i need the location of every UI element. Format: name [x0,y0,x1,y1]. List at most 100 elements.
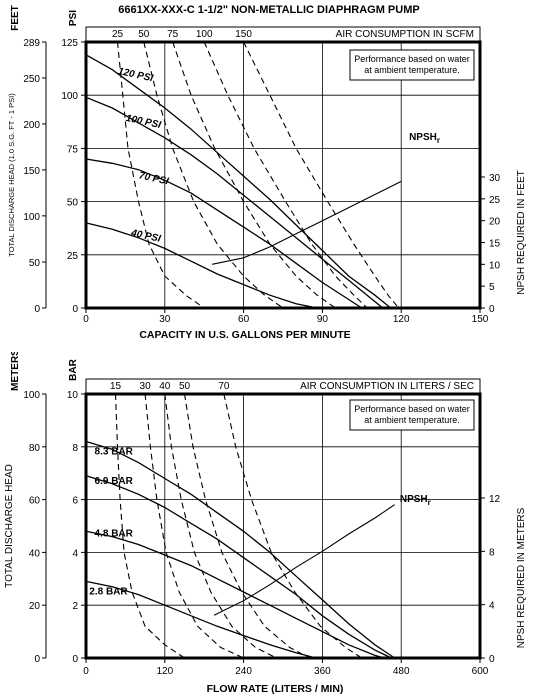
npsh-tick-label: 0 [489,654,495,665]
air-consumption-curve [203,41,368,309]
air-consumption-curve [114,393,185,659]
outer-tick-label: 289 [23,38,40,49]
air-tick-label: 30 [140,381,152,392]
y-tick-label: 10 [67,390,79,401]
npsh-curve [211,180,402,265]
x-tick-label: 0 [83,666,89,677]
x-tick-label: 600 [472,666,489,677]
y-unit-label: BAR [68,358,79,380]
outer-tick-label: 40 [29,548,41,559]
y-tick-label: 0 [72,654,78,665]
x-tick-label: 360 [314,666,331,677]
y-tick-label: 8 [72,443,78,454]
outer-tick-label: 100 [23,212,40,223]
plot-frame [84,40,482,310]
air-consumption-label: AIR CONSUMPTION IN SCFM [336,29,474,40]
note-line: Performance based on water [354,54,470,64]
pressure-curve [85,530,385,659]
npsh-tick-label: 4 [489,601,495,612]
x-tick-label: 120 [393,314,410,325]
pressure-curve-label: 120 PSI [117,66,154,84]
air-consumption-curve [144,393,244,659]
x-axis-label: FLOW RATE (LITERS / MIN) [207,683,344,695]
air-consumption-curve [183,393,310,659]
y-unit-label: PSI [68,10,79,26]
note-line: at ambient temperature. [364,415,460,425]
outer-tick-label: 250 [23,74,40,85]
pressure-curve [85,440,395,659]
outer-tick-label: 200 [23,120,40,131]
npsh-curve-label: NPSHr [400,494,431,507]
air-consumption-curve [143,41,284,309]
air-tick-label: 100 [196,29,213,40]
note-line: Performance based on water [354,404,470,414]
npsh-tick-label: 12 [489,494,501,505]
air-tick-label: 150 [235,29,252,40]
x-axis-label: CAPACITY IN U.S. GALLONS PER MINUTE [139,329,350,341]
y-tick-label: 100 [61,91,78,102]
air-consumption-curve [164,393,277,659]
outer-tick-label: 60 [29,496,41,507]
outer-unit-label: FEET [10,5,21,31]
air-tick-label: 25 [112,29,124,40]
npsh-tick-label: 15 [489,239,501,250]
outer-unit-label: METERS [10,352,21,391]
outer-tick-label: 20 [29,601,41,612]
x-tick-label: 120 [156,666,173,677]
pressure-curve [85,158,363,309]
npsh-curve-label: NPSHr [409,132,440,145]
outer-tick-label: 0 [34,304,40,315]
x-tick-label: 30 [159,314,171,325]
y-tick-label: 25 [67,251,79,262]
air-consumption-label: AIR CONSUMPTION IN LITERS / SEC [300,381,474,392]
air-consumption-curve [243,41,400,309]
outer-tick-label: 0 [34,654,40,665]
note-line: at ambient temperature. [364,65,460,75]
air-consumption-curve [172,41,336,309]
outer-tick-label: 50 [29,258,41,269]
npsh-tick-label: 25 [489,195,501,206]
outer-axis-label: TOTAL DISCHARGE HEAD (1.0 S.G. FT - 1 PS… [7,93,16,257]
pressure-curve-label: 8.3 BAR [95,447,134,458]
pressure-curve [85,54,392,309]
x-tick-label: 150 [472,314,489,325]
air-tick-label: 15 [110,381,122,392]
npsh-tick-label: 10 [489,260,501,271]
y-tick-label: 50 [67,198,79,209]
pressure-curve-label: 6.9 BAR [95,476,134,487]
outer-tick-label: 150 [23,166,40,177]
npsh-tick-label: 30 [489,173,501,184]
x-tick-label: 240 [235,666,252,677]
air-tick-label: 50 [138,29,150,40]
npsh-tick-label: 5 [489,282,495,293]
air-tick-label: 50 [179,381,191,392]
outer-tick-label: 100 [23,390,40,401]
x-tick-label: 0 [83,314,89,325]
outer-axis-label: TOTAL DISCHARGE HEAD [4,464,15,588]
y-tick-label: 125 [61,38,78,49]
outer-tick-label: 80 [29,443,41,454]
npsh-curve [213,504,395,616]
x-tick-label: 90 [317,314,329,325]
y-tick-label: 75 [67,144,79,155]
pressure-curve-label: 2.8 BAR [89,587,128,598]
x-tick-label: 60 [238,314,250,325]
air-tick-label: 40 [159,381,171,392]
y-tick-label: 4 [72,548,78,559]
air-tick-label: 75 [167,29,179,40]
pressure-curve [85,96,384,309]
pressure-curve-label: 100 PSI [125,113,162,131]
plot-frame [84,392,482,660]
pressure-curve [85,222,318,309]
y-tick-label: 2 [72,601,78,612]
air-consumption-curve [223,393,363,659]
pressure-curve-label: 4.8 BAR [95,529,134,540]
y-tick-label: 6 [72,496,78,507]
pressure-curve [85,475,392,659]
npsh-tick-label: 20 [489,217,501,228]
air-tick-label: 70 [218,381,230,392]
npsh-tick-label: 0 [489,304,495,315]
x-tick-label: 480 [393,666,410,677]
